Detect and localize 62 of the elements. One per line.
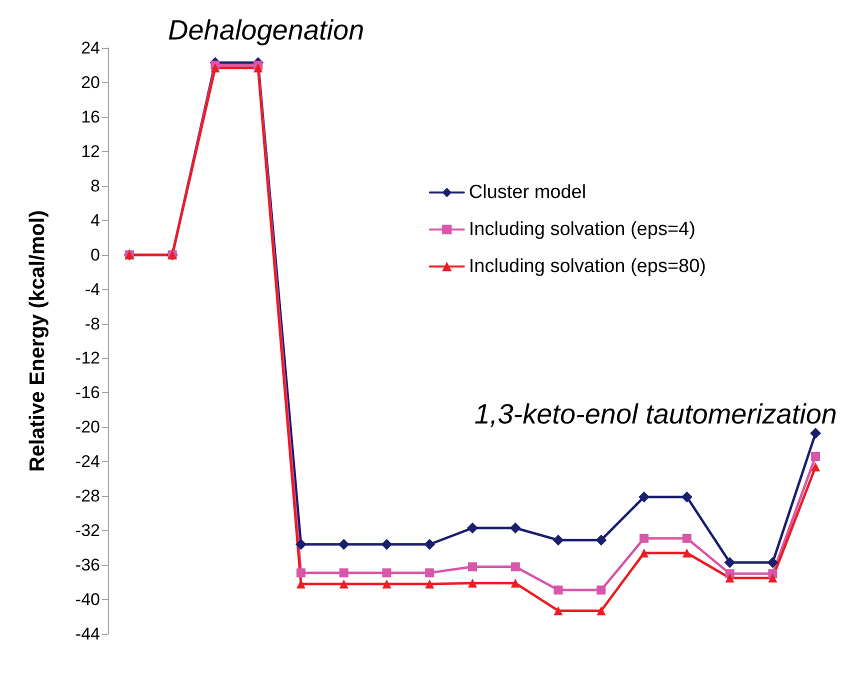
point bbox=[296, 568, 306, 578]
point bbox=[339, 580, 348, 589]
y-tick-label: -32 bbox=[75, 521, 100, 540]
point bbox=[554, 606, 563, 616]
y-tick-label: 20 bbox=[81, 72, 100, 92]
point bbox=[596, 586, 606, 595]
point bbox=[424, 538, 436, 550]
point bbox=[254, 63, 263, 72]
point bbox=[811, 462, 820, 472]
legend-label: Cluster model bbox=[468, 182, 586, 203]
y-tick-label: -28 bbox=[75, 486, 100, 506]
point bbox=[724, 556, 736, 568]
y-tick-label: 4 bbox=[90, 210, 100, 230]
y-tick-label: -36 bbox=[75, 556, 100, 575]
point bbox=[210, 63, 220, 72]
point bbox=[510, 522, 521, 534]
legend-label: Including solvation (eps=80) bbox=[468, 256, 706, 277]
y-tick-label: -20 bbox=[75, 418, 100, 437]
y-tick-label: -40 bbox=[75, 590, 100, 610]
point bbox=[382, 580, 392, 589]
point bbox=[768, 573, 778, 582]
point bbox=[596, 534, 607, 546]
y-tick-label: -24 bbox=[75, 452, 100, 472]
y-tick-label: 16 bbox=[81, 107, 100, 126]
point bbox=[510, 562, 520, 572]
point bbox=[596, 606, 606, 616]
point bbox=[767, 556, 778, 568]
point bbox=[810, 428, 822, 439]
y-tick-label: -8 bbox=[84, 314, 100, 334]
point bbox=[725, 573, 734, 582]
y-tick-label: 12 bbox=[81, 142, 100, 161]
point bbox=[381, 538, 392, 550]
point bbox=[640, 548, 649, 558]
y-tick-label: 24 bbox=[81, 38, 100, 58]
y-tick-label: -12 bbox=[75, 348, 100, 368]
y-tick-label: -16 bbox=[75, 383, 100, 402]
y-tick-label: -4 bbox=[84, 280, 100, 299]
point bbox=[338, 538, 350, 550]
point bbox=[339, 568, 348, 578]
point bbox=[425, 568, 434, 578]
point bbox=[552, 534, 564, 546]
point bbox=[295, 538, 306, 550]
point bbox=[554, 586, 563, 595]
y-tick-label: -44 bbox=[75, 624, 100, 644]
point bbox=[682, 548, 692, 558]
point bbox=[467, 522, 478, 534]
legend-label: Including solvation (eps=4) bbox=[468, 219, 696, 240]
text: Dehalogenation bbox=[168, 14, 364, 46]
y-axis-title: Relative Energy (kcal/mol) bbox=[26, 210, 49, 472]
point bbox=[811, 452, 820, 461]
point bbox=[468, 578, 477, 588]
point bbox=[510, 578, 520, 588]
point bbox=[468, 562, 477, 572]
point bbox=[425, 580, 434, 589]
annotation: 1,3-keto-enol tautomerization bbox=[474, 398, 838, 430]
point bbox=[682, 534, 692, 543]
point bbox=[638, 491, 650, 502]
y-tick-label: 8 bbox=[90, 176, 100, 196]
y-tick-label: 0 bbox=[90, 245, 100, 264]
point bbox=[382, 568, 392, 578]
point bbox=[681, 491, 692, 502]
point bbox=[640, 534, 649, 543]
